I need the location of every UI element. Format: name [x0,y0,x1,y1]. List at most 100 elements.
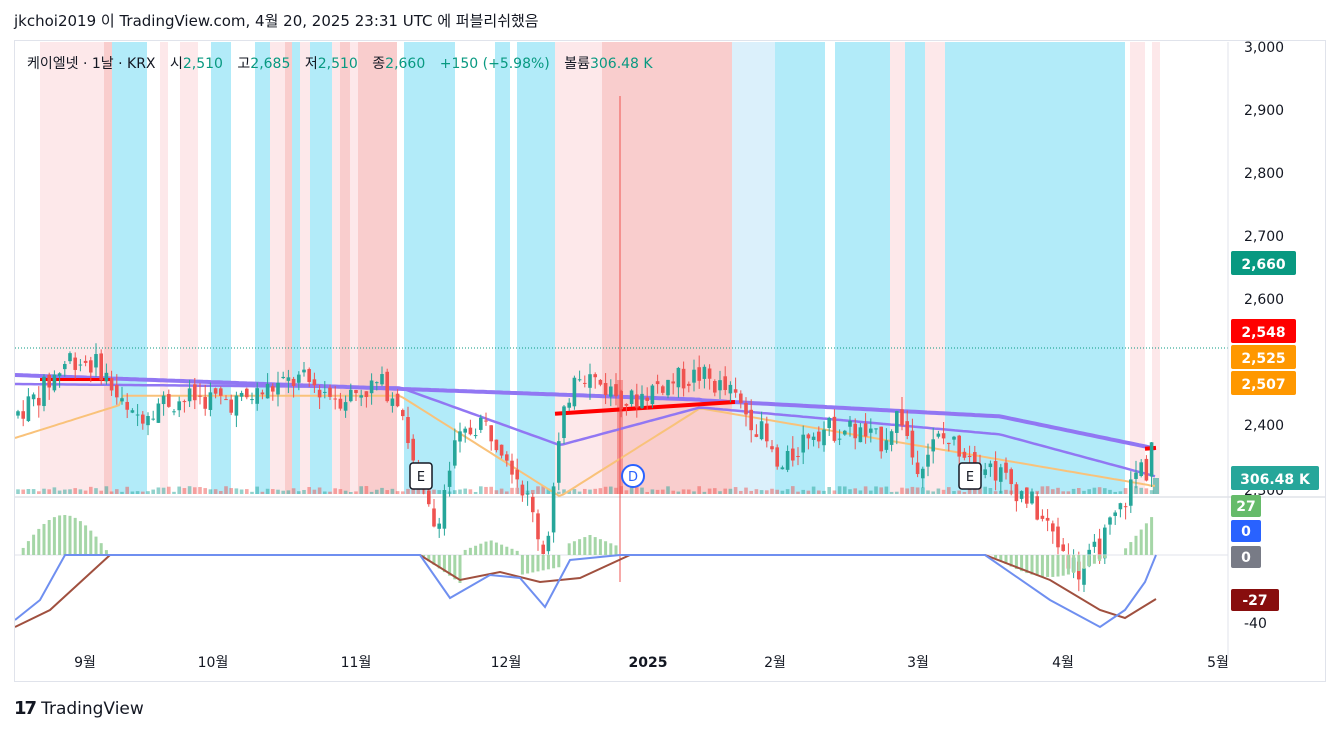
volume-bar-140 [744,487,748,494]
price-label-4: 306.48 K [1231,466,1319,490]
marker-label: E [966,470,974,485]
tradingview-brand[interactable]: 17 TradingView [14,698,144,719]
volume-bar-106 [567,490,571,494]
hist-bar-23 [453,555,457,580]
hist-bar-22 [448,555,452,576]
candle-body-21 [125,401,129,410]
candle-body-45 [250,399,254,401]
candle-body-82 [442,490,447,529]
candle-body-58 [317,389,322,398]
candle-body-213 [1123,506,1128,508]
volume-bar-165 [874,486,878,494]
volume-bar-73 [395,491,400,494]
volume-bar-121 [645,491,649,494]
volume-bar-56 [307,487,311,494]
hist-bar-63 [1040,555,1044,577]
volume-bar-157 [832,490,837,494]
volume-bar-7 [52,487,57,494]
candle-body-44 [245,388,249,398]
hist-bar-13 [89,530,93,555]
volume-bar-204 [1077,488,1081,494]
price-tick-4: 2,600 [1244,292,1284,308]
candle-body-20 [120,398,124,402]
volume-bar-41 [229,488,233,494]
volume-bar-29 [167,486,171,494]
volume-bar-176 [931,491,935,494]
candle-body-35 [198,395,202,397]
marker-label: D [628,470,638,485]
hist-bar-67 [1061,555,1065,576]
hist-bar-62 [1035,555,1039,576]
candle-body-51 [281,376,285,379]
volume-label: 볼륨 [564,56,590,72]
volume-bar-2 [26,489,31,494]
hist-bar-11 [78,521,82,555]
band-43 [1152,42,1160,494]
volume-bar-177 [936,488,941,494]
hist-bar-58 [1014,555,1018,570]
candle-body-73 [395,393,400,407]
volume-bar-6 [47,489,51,494]
volume-bar-174 [921,487,925,494]
volume-bar-69 [375,489,379,494]
volume-bar-80 [432,489,436,494]
candle-body-52 [286,377,291,381]
candle-body-98 [525,493,530,495]
candle-body-8 [57,373,62,377]
volume-bar-19 [115,489,119,494]
candle-body-188 [993,461,998,481]
indicator-label-0: 27 [1231,495,1261,517]
volume-bar-5 [42,488,46,494]
candle-body-137 [728,384,733,394]
candle-body-155 [822,429,826,446]
candle-body-22 [130,410,135,413]
volume-bar-86 [463,488,467,494]
volume-bar-112 [598,488,603,494]
volume-bar-144 [765,490,769,494]
band-42 [1145,42,1152,494]
candle-body-7 [52,374,57,391]
candle-body-75 [406,417,410,444]
time-tick-4: 2025 [629,655,668,671]
candle-body-17 [104,372,109,382]
candle-body-12 [78,364,83,366]
volume-bar-166 [879,487,883,494]
hist-bar-75 [1103,555,1107,558]
price-label-bg [1231,251,1296,275]
candle-body-16 [99,353,103,381]
candle-body-182 [962,451,967,458]
candle-body-215 [1134,472,1138,479]
volume-bar-94 [505,491,509,494]
volume-bar-70 [380,487,384,494]
band-20 [358,42,397,494]
volume-bar-128 [681,489,686,494]
volume-bar-60 [328,491,332,494]
candle-body-186 [983,469,987,475]
candle-body-88 [473,435,478,437]
volume-bar-187 [988,488,993,494]
hist-bar-69 [1072,555,1076,573]
candle-body-147 [780,467,785,470]
candle-body-29 [167,394,171,407]
candle-body-101 [541,544,545,554]
candle-body-177 [936,433,941,437]
band-37 [905,42,925,494]
band-29 [602,42,648,494]
volume-bar-115 [614,487,618,494]
hist-bar-37 [526,555,530,574]
volume-bar-107 [572,489,577,494]
volume-bar-145 [770,488,774,494]
hist-bar-81 [1150,517,1154,555]
candle-body-120 [640,393,644,408]
volume-bar-129 [687,489,691,494]
candle-body-141 [749,409,753,431]
volume-bar-75 [406,488,410,494]
candle-body-26 [151,418,155,420]
volume-bar-46 [255,486,259,494]
price-tick-0: 3,000 [1244,40,1284,56]
indicator-label-text: 0 [1241,550,1251,566]
candle-body-113 [603,382,608,396]
hist-bar-34 [510,548,514,555]
price-label-text: 2,507 [1241,377,1285,393]
